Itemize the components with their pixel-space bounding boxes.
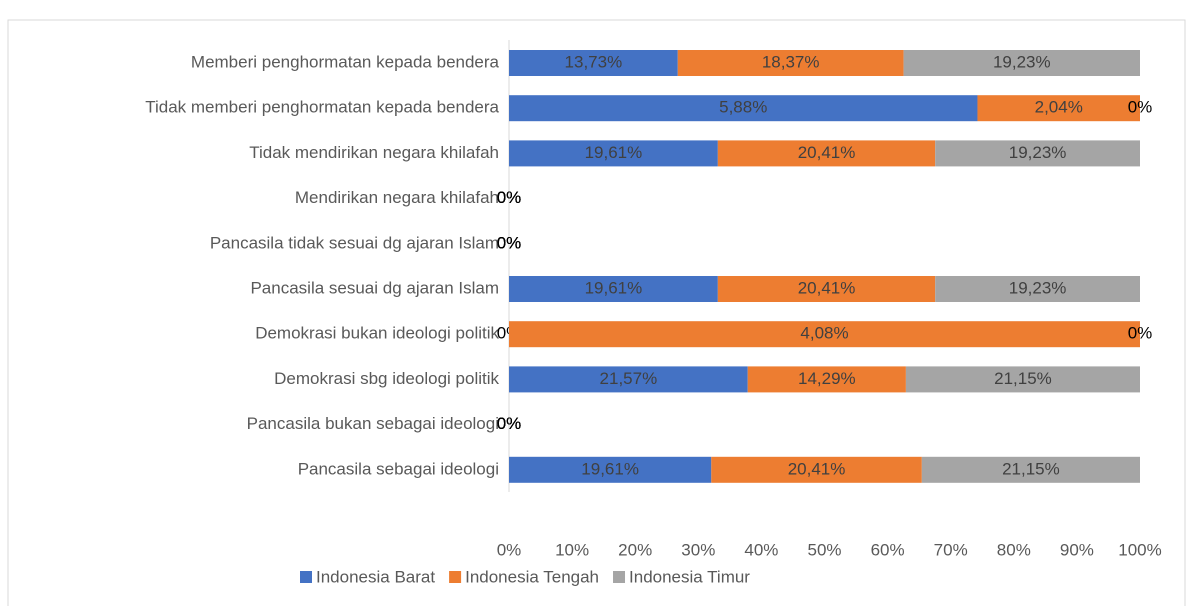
bar-segment bbox=[977, 95, 1140, 122]
legend-label: Indonesia Barat bbox=[316, 567, 435, 586]
x-tick-label: 10% bbox=[555, 540, 589, 559]
x-tick-label: 50% bbox=[807, 540, 841, 559]
data-label: 19,23% bbox=[1009, 278, 1067, 297]
x-tick-label: 90% bbox=[1060, 540, 1094, 559]
data-label: 19,61% bbox=[585, 278, 643, 297]
bar-segment bbox=[905, 366, 1140, 393]
data-label: 19,61% bbox=[585, 143, 643, 162]
data-label: 5,88% bbox=[719, 98, 767, 117]
data-label: 13,73% bbox=[565, 52, 623, 71]
y-tick-label: Mendirikan negara khilafah bbox=[295, 188, 499, 207]
bar-segment bbox=[921, 456, 1140, 483]
x-tick-label: 100% bbox=[1118, 540, 1161, 559]
y-tick-label: Tidak memberi penghormatan kepada bender… bbox=[145, 98, 499, 117]
data-label: 0% bbox=[497, 233, 522, 252]
x-tick-label: 40% bbox=[744, 540, 778, 559]
bar-segment bbox=[509, 140, 718, 167]
data-label: 21,57% bbox=[600, 369, 658, 388]
data-label: 18,37% bbox=[762, 52, 820, 71]
data-label: 0% bbox=[497, 233, 522, 252]
y-tick-label: Memberi penghormatan kepada bendera bbox=[191, 52, 500, 71]
bar-segment bbox=[509, 321, 1140, 348]
x-tick-label: 20% bbox=[618, 540, 652, 559]
data-label: 0% bbox=[497, 414, 522, 433]
y-tick-label: Pancasila tidak sesuai dg ajaran Islam bbox=[210, 233, 499, 252]
data-label: 19,61% bbox=[581, 459, 639, 478]
bar-segment bbox=[717, 140, 936, 167]
data-label: 14,29% bbox=[798, 369, 856, 388]
data-label: 0% bbox=[497, 188, 522, 207]
data-label: 20,41% bbox=[788, 459, 846, 478]
data-label: 0% bbox=[497, 414, 522, 433]
legend-label: Indonesia Timur bbox=[629, 567, 750, 586]
data-label: 20,41% bbox=[798, 143, 856, 162]
y-tick-label: Tidak mendirikan negara khilafah bbox=[249, 143, 499, 162]
y-tick-label: Demokrasi bukan ideologi politik bbox=[255, 324, 499, 343]
legend-swatch bbox=[449, 571, 462, 583]
y-tick-label: Pancasila sesuai dg ajaran Islam bbox=[250, 278, 499, 297]
legend-label: Indonesia Tengah bbox=[465, 567, 599, 586]
data-label: 0% bbox=[497, 414, 522, 433]
bar-segment bbox=[509, 50, 678, 76]
legend-swatch bbox=[613, 571, 626, 583]
y-tick-label: Pancasila sebagai ideologi bbox=[298, 459, 499, 478]
data-label: 2,04% bbox=[1035, 98, 1083, 117]
x-tick-label: 80% bbox=[997, 540, 1031, 559]
data-label: 0% bbox=[1128, 98, 1153, 117]
data-label: 4,08% bbox=[800, 324, 848, 343]
data-label: 20,41% bbox=[798, 278, 856, 297]
bar-segment bbox=[711, 456, 922, 483]
bar-segment bbox=[903, 50, 1140, 76]
y-tick-label: Demokrasi sbg ideologi politik bbox=[274, 369, 499, 388]
x-tick-label: 0% bbox=[497, 540, 522, 559]
data-label: 21,15% bbox=[1002, 459, 1060, 478]
x-tick-label: 30% bbox=[681, 540, 715, 559]
data-label: 0% bbox=[497, 188, 522, 207]
data-label: 0% bbox=[1128, 324, 1153, 343]
bar-segment bbox=[509, 276, 718, 302]
data-label: 0% bbox=[497, 233, 522, 252]
data-label: 19,23% bbox=[1009, 143, 1067, 162]
bar-segment bbox=[677, 50, 904, 76]
x-tick-label: 60% bbox=[871, 540, 905, 559]
y-tick-label: Pancasila bukan sebagai ideologi bbox=[247, 414, 499, 433]
bar-segment bbox=[935, 140, 1140, 167]
data-label: 21,15% bbox=[994, 369, 1052, 388]
legend-swatch bbox=[300, 571, 312, 583]
x-tick-label: 70% bbox=[934, 540, 968, 559]
bar-segment bbox=[747, 366, 906, 393]
bar-segment bbox=[509, 456, 712, 483]
bar-segment bbox=[509, 95, 978, 122]
data-label: 19,23% bbox=[993, 52, 1051, 71]
bar-segment bbox=[509, 366, 748, 393]
bar-segment bbox=[935, 276, 1140, 302]
bar-segment bbox=[717, 276, 936, 302]
data-label: 0% bbox=[497, 188, 522, 207]
